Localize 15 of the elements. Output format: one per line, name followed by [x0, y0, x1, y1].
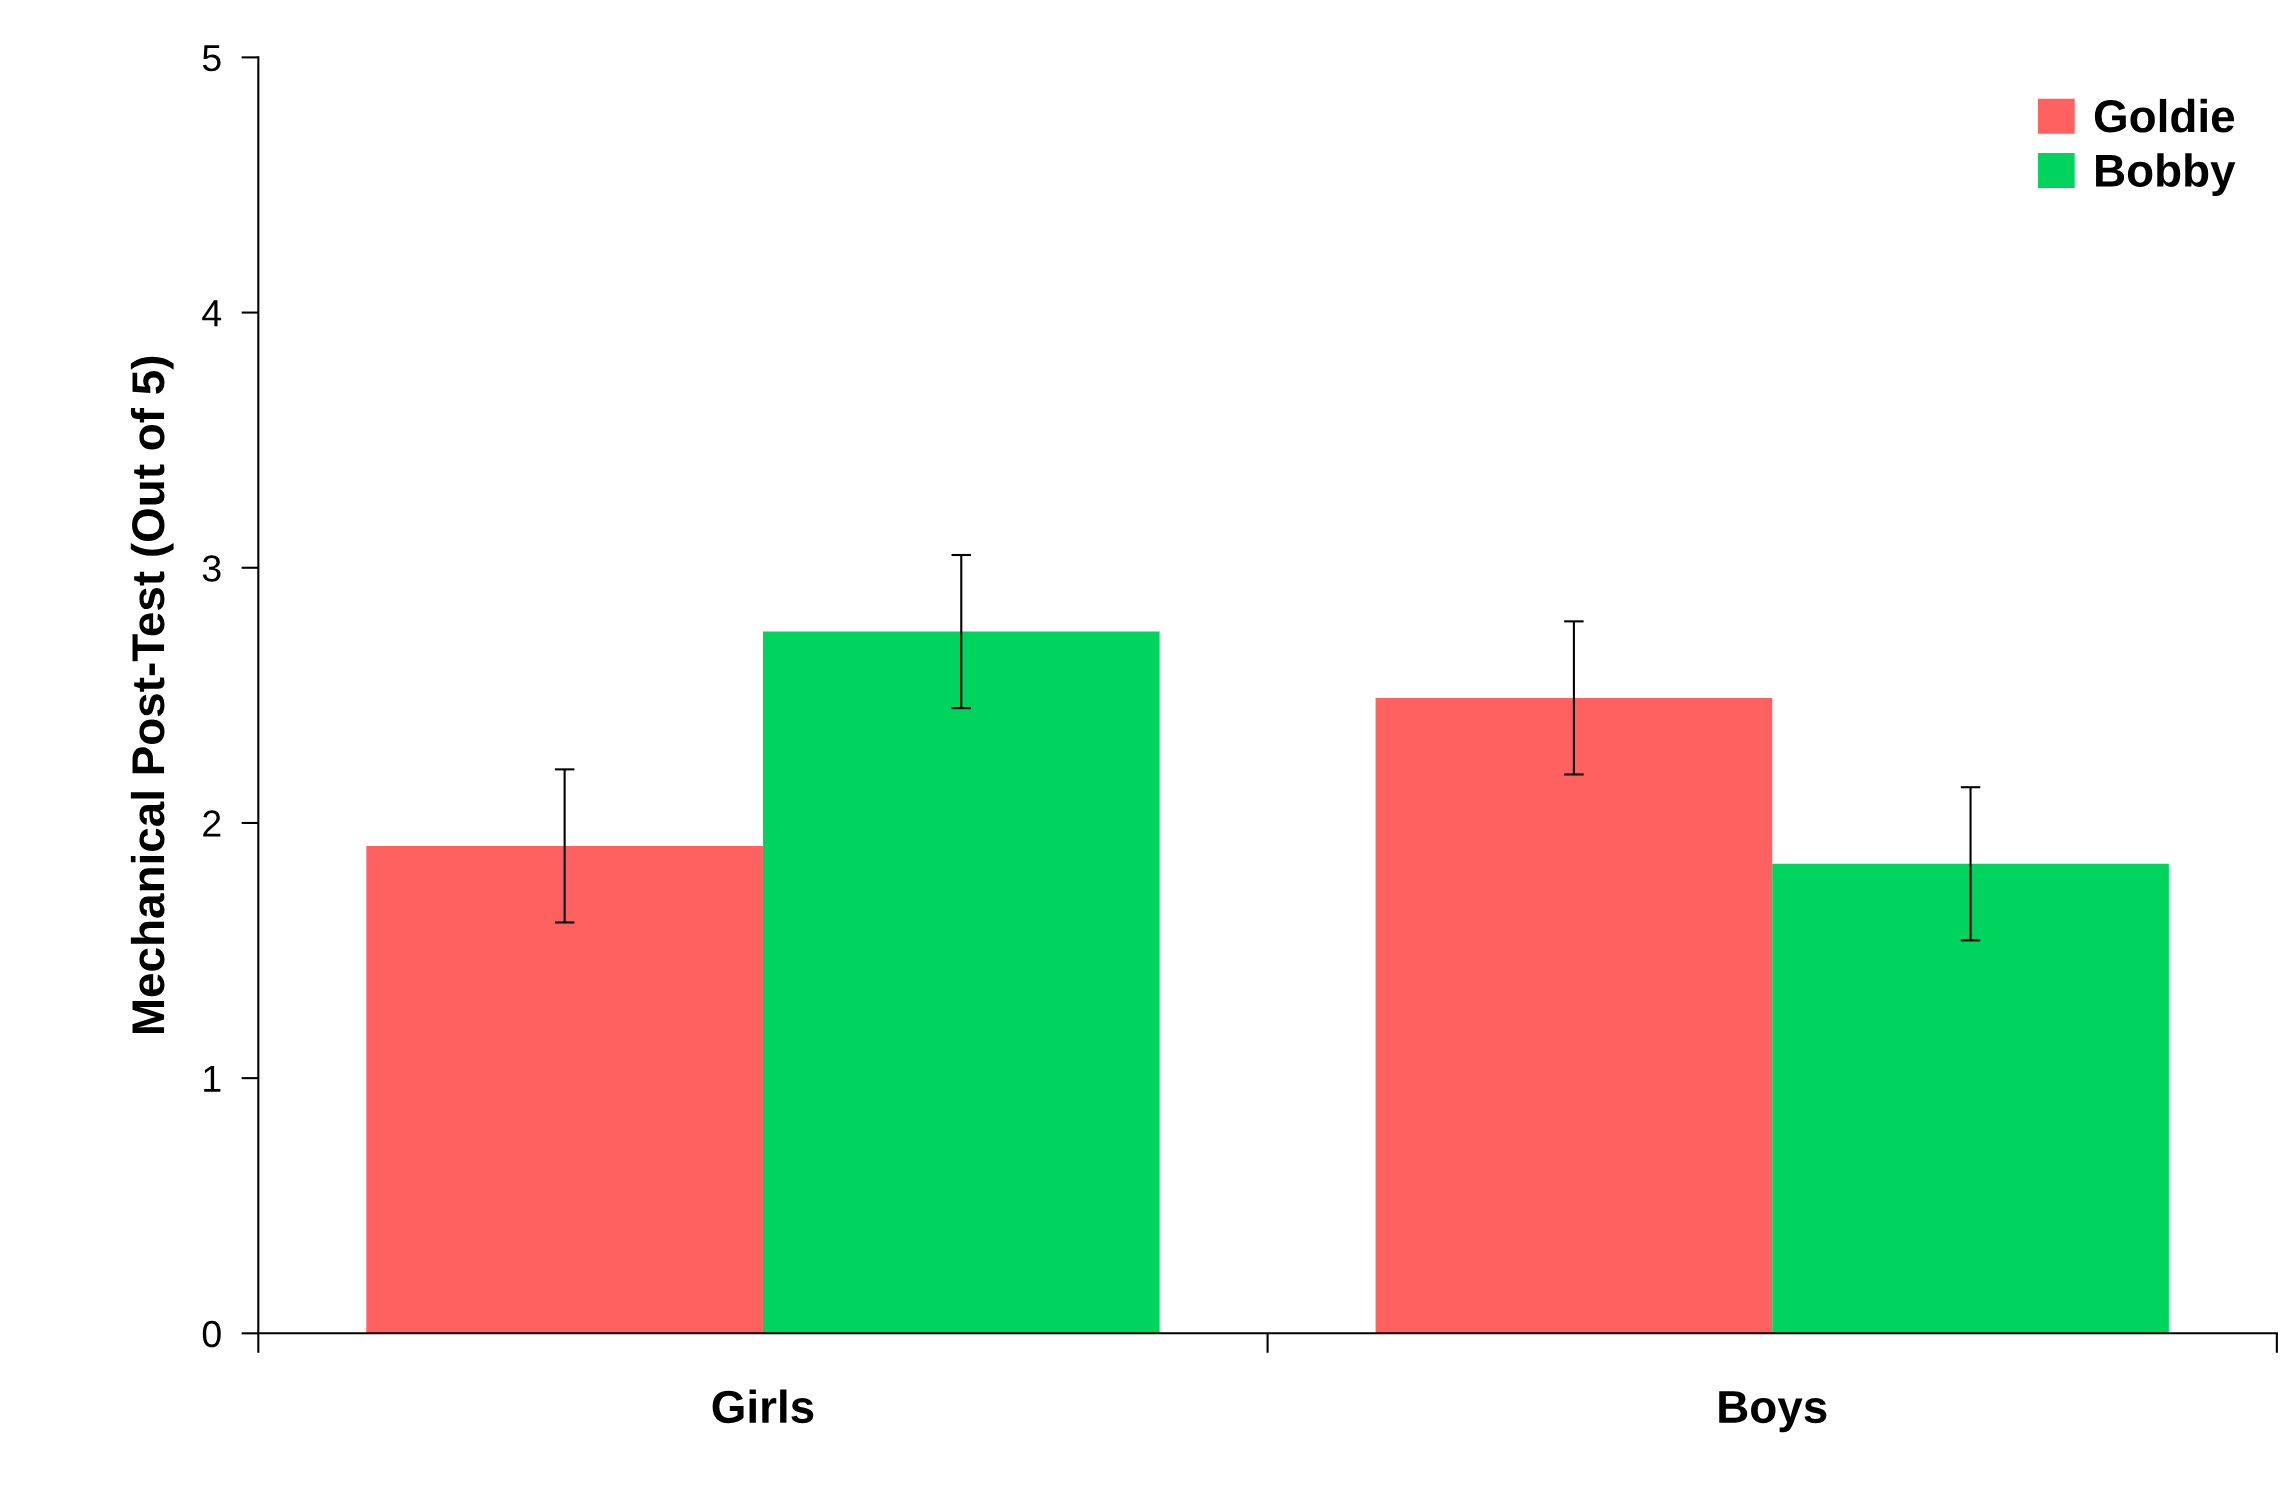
bar [1772, 863, 2169, 1334]
bar [366, 845, 763, 1334]
y-axis-title: Mechanical Post-Test (Out of 5) [130, 356, 174, 1034]
legend-label: Bobby [2096, 153, 2236, 197]
bar [762, 631, 1160, 1334]
y-tick-label: 0 [202, 1320, 221, 1348]
x-tick-label: Girls [712, 1389, 814, 1424]
y-tick-label: 5 [202, 45, 221, 72]
legend-label: Goldie [2094, 98, 2235, 133]
y-tick-label: 3 [202, 555, 221, 582]
bar [1375, 697, 1773, 1334]
x-tick-label: Boys [1719, 1391, 1827, 1433]
y-tick-label: 4 [202, 300, 222, 327]
y-tick-label: 2 [203, 810, 221, 837]
y-tick-label: 1 [204, 1065, 221, 1092]
